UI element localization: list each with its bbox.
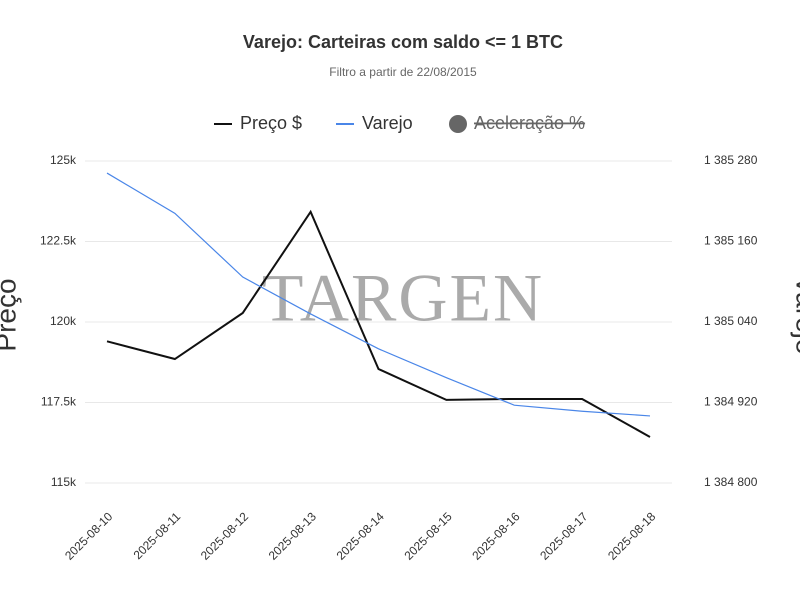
chart-subtitle: Filtro a partir de 22/08/2015: [329, 65, 477, 79]
chart-title: Varejo: Carteiras com saldo <= 1 BTC: [243, 32, 563, 52]
x-tick-label: 2025-08-15: [401, 509, 455, 563]
x-tick-label: 2025-08-12: [198, 509, 252, 563]
y2-tick-label: 1 384 800: [704, 475, 758, 489]
y2-tick-label: 1 385 280: [704, 153, 758, 167]
x-tick-label: 2025-08-16: [469, 509, 523, 563]
x-tick-label: 2025-08-18: [605, 509, 659, 563]
y-tick-label: 125k: [50, 153, 77, 167]
x-tick-label: 2025-08-13: [266, 509, 320, 563]
x-tick-label: 2025-08-14: [334, 509, 388, 563]
x-tick-label: 2025-08-17: [537, 509, 591, 563]
legend-symbol: [449, 115, 467, 133]
watermark: TARGEN: [262, 260, 544, 336]
y-tick-label: 115k: [51, 475, 77, 489]
x-tick-label: 2025-08-10: [62, 509, 116, 563]
y2-tick-label: 1 384 920: [704, 395, 758, 409]
legend-label: Varejo: [362, 113, 413, 133]
y2-tick-label: 1 385 160: [704, 234, 758, 248]
y-axis-title: Preço: [0, 278, 21, 351]
legend-label: Aceleração %: [474, 113, 585, 133]
y2-tick-label: 1 385 040: [704, 314, 758, 328]
y-tick-label: 122.5k: [40, 234, 77, 248]
legend-label: Preço $: [240, 113, 302, 133]
y-tick-label: 120k: [50, 314, 77, 328]
series-line: [106, 172, 651, 417]
y-tick-label: 117.5k: [41, 395, 77, 409]
y2-axis-title: Varejo: [791, 276, 800, 355]
x-tick-label: 2025-08-11: [131, 509, 184, 562]
series-line: [106, 209, 651, 438]
